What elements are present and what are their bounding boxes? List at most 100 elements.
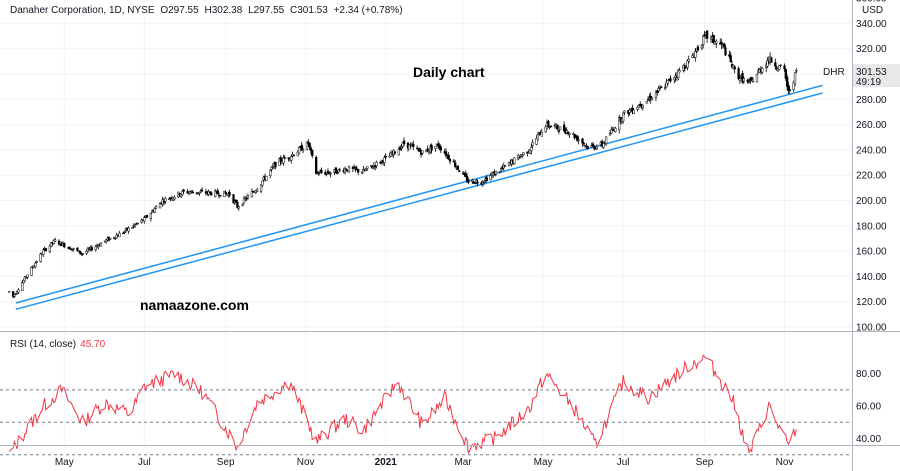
candle-body	[582, 142, 585, 145]
candle-body	[687, 59, 690, 62]
candle	[68, 246, 71, 250]
candle-body	[636, 106, 639, 110]
candle	[467, 177, 470, 185]
candle	[326, 168, 330, 175]
candle-body	[787, 84, 790, 91]
candle-body	[316, 172, 319, 174]
candle	[379, 161, 382, 165]
candle	[494, 171, 498, 177]
candle-body	[501, 167, 504, 169]
candle	[400, 143, 403, 152]
candle	[81, 253, 84, 257]
price-tick-label: 220.00	[856, 171, 887, 182]
candle-body	[654, 92, 658, 98]
candle-body	[140, 219, 143, 223]
candle	[778, 65, 781, 71]
candle	[770, 57, 773, 63]
price-scale[interactable]: 360.00340.00320.00300.00280.00260.00240.…	[856, 0, 887, 334]
candle-body	[154, 206, 158, 209]
candle-body	[547, 121, 550, 127]
rsi-bands	[0, 389, 852, 456]
candle	[133, 224, 137, 228]
candle	[562, 121, 566, 133]
candle	[181, 189, 184, 197]
candle	[608, 129, 612, 136]
candle	[290, 154, 293, 164]
candle	[471, 178, 474, 184]
candle	[42, 247, 45, 257]
price-tick-label: 260.00	[856, 120, 887, 131]
rsi-tick-label: 80.00	[856, 369, 881, 380]
candle-body	[618, 117, 621, 130]
candle-body	[297, 147, 301, 154]
candle-body	[81, 253, 84, 255]
candle-body	[666, 80, 669, 84]
candle	[518, 156, 521, 159]
candle-body	[632, 109, 635, 114]
candle	[665, 78, 668, 88]
candle-body	[696, 46, 700, 51]
candle	[182, 188, 185, 194]
candle-body	[94, 246, 97, 250]
candle-body	[522, 152, 525, 155]
candle	[733, 65, 736, 74]
candle	[78, 250, 82, 255]
candle	[282, 154, 285, 166]
candle	[623, 110, 626, 116]
candle	[783, 63, 786, 72]
candle-body	[320, 169, 323, 173]
ticker-label: DHR	[823, 67, 845, 78]
candle-body	[637, 104, 641, 109]
candle-body	[300, 144, 303, 151]
candle	[287, 157, 290, 162]
candle	[456, 165, 460, 171]
candle-body	[279, 157, 282, 163]
candle	[593, 145, 596, 151]
candle-body	[559, 126, 562, 131]
candle-body	[660, 86, 663, 88]
candle-body	[242, 197, 246, 204]
candle-body	[610, 129, 613, 134]
rsi-scale[interactable]: 80.00 60.00 40.00	[856, 369, 881, 445]
candle-body	[793, 72, 797, 85]
candle	[700, 44, 704, 51]
candle-body	[738, 78, 742, 82]
candle-body	[208, 191, 212, 193]
candle-body	[122, 232, 125, 235]
candle-body	[282, 157, 285, 164]
candle	[522, 152, 525, 156]
candle	[393, 151, 397, 156]
candle-body	[292, 154, 296, 157]
candle	[499, 166, 503, 173]
candle	[208, 191, 212, 194]
candle-body	[400, 146, 403, 149]
candle	[71, 248, 74, 252]
candle	[779, 64, 782, 68]
candle	[402, 137, 406, 147]
time-tick-label: Sep	[696, 457, 714, 468]
candle	[259, 184, 263, 194]
candle-body	[783, 65, 786, 70]
candle	[636, 105, 639, 112]
candle-body	[494, 171, 498, 175]
candle-body	[245, 197, 248, 200]
grid-lines	[0, 0, 852, 445]
candle-body	[602, 143, 605, 148]
candle-body	[52, 240, 55, 244]
candle-body	[430, 144, 433, 151]
time-scale[interactable]: May Jul Sep Nov 2021 Mar May Jul Sep Nov	[55, 457, 794, 468]
candle-body	[8, 291, 11, 293]
candle-body	[434, 146, 437, 149]
candle-body	[35, 261, 38, 263]
candle-body	[604, 136, 608, 145]
candle	[305, 141, 309, 151]
candle	[356, 168, 360, 176]
candle-body	[528, 149, 532, 154]
candle-body	[750, 77, 753, 80]
candle-body	[78, 250, 82, 254]
candle	[189, 190, 192, 195]
candle-body	[686, 60, 689, 68]
candle-body	[149, 213, 153, 220]
candle	[566, 130, 570, 136]
